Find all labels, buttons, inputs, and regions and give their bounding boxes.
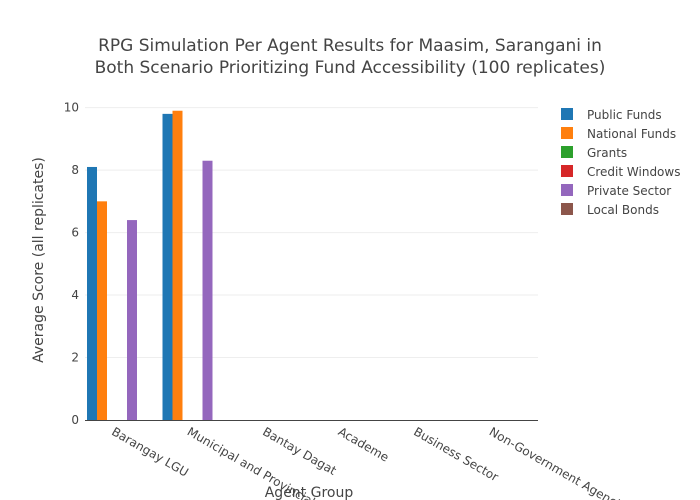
bar[interactable]: [202, 160, 213, 420]
y-tick-labels: 0 2 4 6 8 10: [64, 101, 79, 427]
legend-item[interactable]: National Funds: [561, 127, 676, 141]
bar[interactable]: [97, 201, 107, 420]
legend-item[interactable]: Local Bonds: [561, 203, 659, 217]
y-tick-label: 6: [71, 226, 79, 240]
chart-title-line: RPG Simulation Per Agent Results for Maa…: [98, 36, 602, 56]
bar[interactable]: [162, 113, 173, 420]
legend-item[interactable]: Private Sector: [561, 184, 671, 198]
bar[interactable]: [87, 166, 97, 420]
legend-item[interactable]: Public Funds: [561, 108, 662, 122]
legend-label: Private Sector: [587, 184, 671, 198]
y-tick-label: 2: [71, 351, 79, 365]
legend-swatch: [561, 146, 573, 158]
x-tick-label: Barangay LGU: [109, 424, 191, 479]
legend: Public Funds National Funds Grants Credit W…: [561, 108, 680, 217]
y-tick-label: 0: [71, 413, 79, 427]
series-public-funds: [87, 113, 173, 420]
x-tick-label: Academe: [336, 424, 392, 464]
legend-swatch: [561, 203, 573, 215]
x-tick-label: Business Sector: [411, 424, 501, 484]
y-gridlines: [85, 107, 538, 359]
legend-swatch: [561, 108, 573, 120]
bar[interactable]: [127, 220, 137, 420]
bar[interactable]: [172, 110, 183, 420]
x-axis-title: Agent Group: [265, 485, 354, 500]
y-tick-label: 8: [71, 163, 79, 177]
x-tick-label: Non-Government Agencies: [487, 424, 634, 500]
legend-item[interactable]: Grants: [561, 146, 627, 160]
y-tick-label: 10: [64, 101, 79, 115]
legend-label: National Funds: [587, 127, 676, 141]
bars: [87, 110, 213, 420]
legend-item[interactable]: Credit Windows: [561, 165, 680, 179]
legend-label: Local Bonds: [587, 203, 659, 217]
chart-title-line: Both Scenario Prioritizing Fund Accessib…: [95, 58, 606, 78]
legend-swatch: [561, 127, 573, 139]
legend-swatch: [561, 165, 573, 177]
y-tick-label: 4: [71, 288, 79, 302]
y-axis-title: Average Score (all replicates): [31, 157, 47, 363]
legend-label: Credit Windows: [587, 165, 680, 179]
legend-label: Grants: [587, 146, 627, 160]
series-national-funds: [97, 110, 183, 420]
legend-label: Public Funds: [587, 108, 662, 122]
legend-swatch: [561, 184, 573, 196]
chart-title: RPG Simulation Per Agent Results for Maa…: [95, 36, 606, 78]
series-private-sector: [127, 160, 213, 420]
